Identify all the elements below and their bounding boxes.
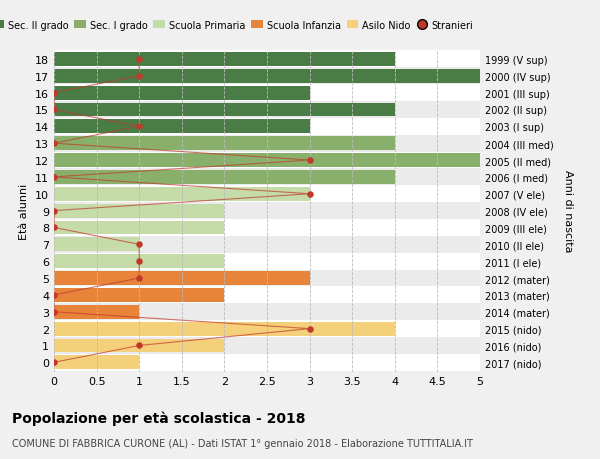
Bar — [54, 287, 480, 304]
Bar — [54, 305, 139, 319]
Bar — [54, 53, 395, 67]
Point — [49, 291, 59, 299]
Bar — [54, 85, 480, 102]
Point — [49, 106, 59, 114]
Y-axis label: Anni di nascita: Anni di nascita — [563, 170, 573, 252]
Point — [134, 56, 144, 63]
Point — [49, 207, 59, 215]
Point — [134, 275, 144, 282]
Bar — [54, 120, 310, 134]
Bar — [54, 51, 480, 68]
Bar — [54, 169, 480, 186]
Bar — [54, 221, 224, 235]
Bar — [54, 236, 480, 253]
Bar — [54, 320, 480, 337]
Bar — [54, 154, 480, 168]
Point — [134, 241, 144, 248]
Y-axis label: Età alunni: Età alunni — [19, 183, 29, 239]
Legend: Sec. II grado, Sec. I grado, Scuola Primaria, Scuola Infanzia, Asilo Nido, Stran: Sec. II grado, Sec. I grado, Scuola Prim… — [0, 17, 478, 34]
Point — [49, 308, 59, 316]
Bar — [54, 103, 395, 117]
Bar — [54, 102, 480, 118]
Bar — [54, 135, 480, 152]
Bar — [54, 204, 224, 218]
Bar — [54, 152, 480, 169]
Point — [49, 90, 59, 97]
Bar — [54, 137, 395, 151]
Bar — [54, 304, 480, 320]
Point — [134, 123, 144, 131]
Point — [49, 140, 59, 147]
Bar — [54, 187, 310, 201]
Bar — [54, 219, 480, 236]
Bar — [54, 86, 310, 100]
Point — [305, 190, 314, 198]
Bar — [54, 322, 395, 336]
Point — [305, 157, 314, 164]
Point — [49, 224, 59, 232]
Bar — [54, 186, 480, 203]
Bar — [54, 354, 480, 371]
Bar — [54, 203, 480, 219]
Point — [49, 359, 59, 366]
Point — [134, 342, 144, 349]
Bar — [54, 255, 224, 269]
Text: COMUNE DI FABBRICA CURONE (AL) - Dati ISTAT 1° gennaio 2018 - Elaborazione TUTTI: COMUNE DI FABBRICA CURONE (AL) - Dati IS… — [12, 438, 473, 448]
Bar — [54, 337, 480, 354]
Bar — [54, 272, 310, 285]
Bar — [54, 68, 480, 85]
Bar — [54, 118, 480, 135]
Bar — [54, 253, 480, 270]
Point — [134, 258, 144, 265]
Bar — [54, 238, 139, 252]
Bar — [54, 70, 480, 84]
Bar — [54, 288, 224, 302]
Bar — [54, 356, 139, 369]
Bar — [54, 270, 480, 287]
Bar — [54, 339, 224, 353]
Point — [305, 325, 314, 333]
Text: Popolazione per età scolastica - 2018: Popolazione per età scolastica - 2018 — [12, 411, 305, 425]
Point — [49, 174, 59, 181]
Bar — [54, 171, 395, 185]
Point — [134, 73, 144, 80]
